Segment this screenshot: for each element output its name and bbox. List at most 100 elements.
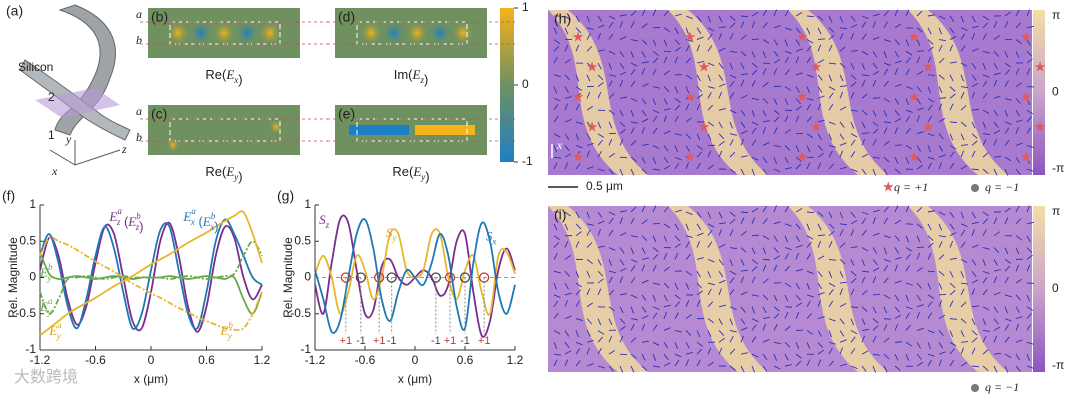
- field-arrow: [938, 133, 944, 140]
- charge-star: ★: [684, 29, 697, 45]
- field-arrow: [828, 27, 835, 33]
- field-arrow: [828, 282, 836, 287]
- charge-star: ★: [572, 29, 585, 45]
- field-arrow: [905, 9, 910, 17]
- field-arrow: [740, 94, 748, 99]
- field-arrow: [553, 45, 560, 52]
- field-arrow: [850, 81, 857, 87]
- field-arrow: [927, 252, 932, 260]
- field-arrow: [553, 282, 557, 290]
- field-arrow: [905, 294, 909, 302]
- text-part: Im(: [394, 67, 413, 82]
- field-arrow: [817, 59, 825, 64]
- field-arrow: [850, 62, 855, 70]
- field-arrow: [828, 92, 834, 99]
- field-arrow: [784, 205, 790, 213]
- field-blob: [405, 20, 429, 46]
- field-arrow: [641, 365, 648, 372]
- symbol: E: [182, 209, 191, 224]
- field-arrow: [949, 318, 958, 320]
- field-arrow: [872, 232, 880, 237]
- field-arrow: [1015, 339, 1023, 343]
- field-arrow: [718, 279, 726, 284]
- field-arrow: [993, 138, 998, 146]
- field-arrow: [784, 56, 789, 64]
- field-arrow: [806, 15, 815, 18]
- field-arrow: [905, 282, 913, 286]
- field-arrow: [718, 26, 726, 29]
- field-arrow: [773, 324, 778, 331]
- field-arrow: [597, 74, 604, 81]
- field-arrow: [806, 241, 812, 248]
- field-arrow: [685, 314, 692, 319]
- field-arrow: [806, 74, 814, 78]
- field-arrow: [883, 337, 890, 343]
- field-arrow: [586, 62, 593, 68]
- field-arrow: [795, 163, 802, 170]
- field-arrow: [762, 323, 767, 331]
- field-arrow: [960, 229, 966, 236]
- field-arrow: [894, 306, 900, 313]
- field-arrow: [619, 210, 627, 213]
- series-line: [39, 210, 263, 337]
- field-arrow: [586, 318, 592, 325]
- field-arrow: [905, 57, 911, 64]
- field-arrow: [784, 98, 789, 106]
- field-arrow: [883, 80, 889, 87]
- text-part: (: [195, 214, 204, 229]
- field-arrow: [641, 264, 645, 272]
- field-arrow: [652, 235, 657, 243]
- field-arrow: [883, 97, 891, 103]
- y-tick-label: 0.5: [19, 233, 36, 247]
- field-arrow: [971, 244, 979, 248]
- field-arrow: [894, 205, 899, 213]
- field-arrow: [839, 106, 847, 111]
- field-arrow: [740, 217, 745, 225]
- field-arrow: [938, 27, 943, 35]
- field-arrow: [850, 348, 856, 355]
- field-arrow: [971, 82, 979, 88]
- field-arrow: [850, 91, 855, 99]
- field-arrow: [553, 74, 561, 78]
- field-arrow: [828, 74, 833, 82]
- field-arrow: [949, 341, 957, 347]
- field-arrow: [685, 162, 689, 170]
- field-arrow: [806, 145, 811, 153]
- field-arrow: [740, 335, 744, 343]
- field-arrow: [850, 151, 856, 158]
- field-arrow: [707, 282, 715, 286]
- field-arrow: [762, 218, 768, 225]
- field-arrow: [674, 252, 679, 260]
- field-arrow: [993, 155, 1002, 158]
- field-arrow: [652, 341, 660, 346]
- field-arrow: [795, 302, 803, 308]
- field-arrow: [938, 330, 944, 337]
- field-arrow: [718, 15, 723, 23]
- field-arrow: [839, 121, 845, 128]
- field-arrow: [960, 144, 969, 146]
- text-part: ): [139, 219, 143, 234]
- field-arrow: [553, 162, 558, 170]
- field-arrow: [729, 259, 734, 267]
- field-arrow: [696, 257, 704, 260]
- field-arrow: [806, 359, 811, 367]
- panel-label: (c): [151, 106, 167, 122]
- charge-star: ★: [908, 29, 921, 45]
- field-arrow: [718, 32, 723, 40]
- field-arrow: [575, 121, 583, 125]
- field-arrow: [707, 211, 712, 219]
- field-arrow: [575, 348, 581, 355]
- field-arrow: [707, 62, 715, 67]
- field-arrow: [729, 33, 734, 40]
- field-arrow: [663, 130, 671, 135]
- field-blob: [212, 20, 236, 46]
- field-arrow: [894, 39, 900, 46]
- field-arrow: [762, 142, 770, 146]
- singularity: [444, 272, 456, 283]
- field-arrow: [927, 39, 934, 45]
- field-arrow: [872, 156, 880, 159]
- field-arrow: [740, 211, 749, 214]
- field-arrow: [817, 330, 822, 337]
- field-arrow: [916, 252, 921, 260]
